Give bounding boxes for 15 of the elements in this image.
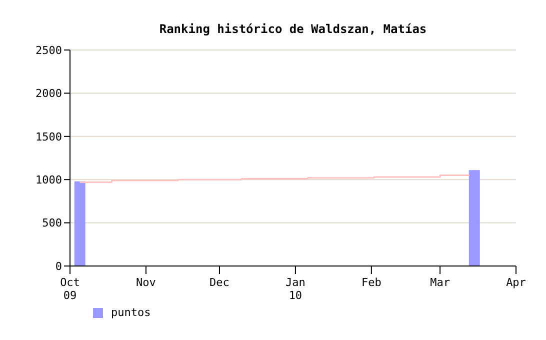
x-tick-label: Nov bbox=[136, 276, 156, 289]
x-tick-label: Oct 09 bbox=[60, 276, 80, 302]
x-tick-label: Feb bbox=[361, 276, 382, 289]
y-tick-label: 500 bbox=[42, 216, 62, 230]
x-tick-label: Dec bbox=[210, 276, 230, 289]
y-tick-label: 2000 bbox=[36, 87, 62, 100]
chart-title: Ranking histórico de Waldszan, Matías bbox=[158, 21, 428, 36]
y-tick-label: 0 bbox=[55, 260, 62, 273]
x-tick-label: Jan 10 bbox=[286, 276, 306, 302]
legend-label: puntos bbox=[111, 306, 151, 319]
y-tick-label: 1500 bbox=[36, 130, 62, 144]
x-tick-label: Apr bbox=[506, 276, 526, 289]
y-tick-label: 1000 bbox=[36, 174, 62, 187]
y-tick-label: 2500 bbox=[36, 44, 62, 57]
x-tick-label: Mar bbox=[430, 276, 450, 289]
